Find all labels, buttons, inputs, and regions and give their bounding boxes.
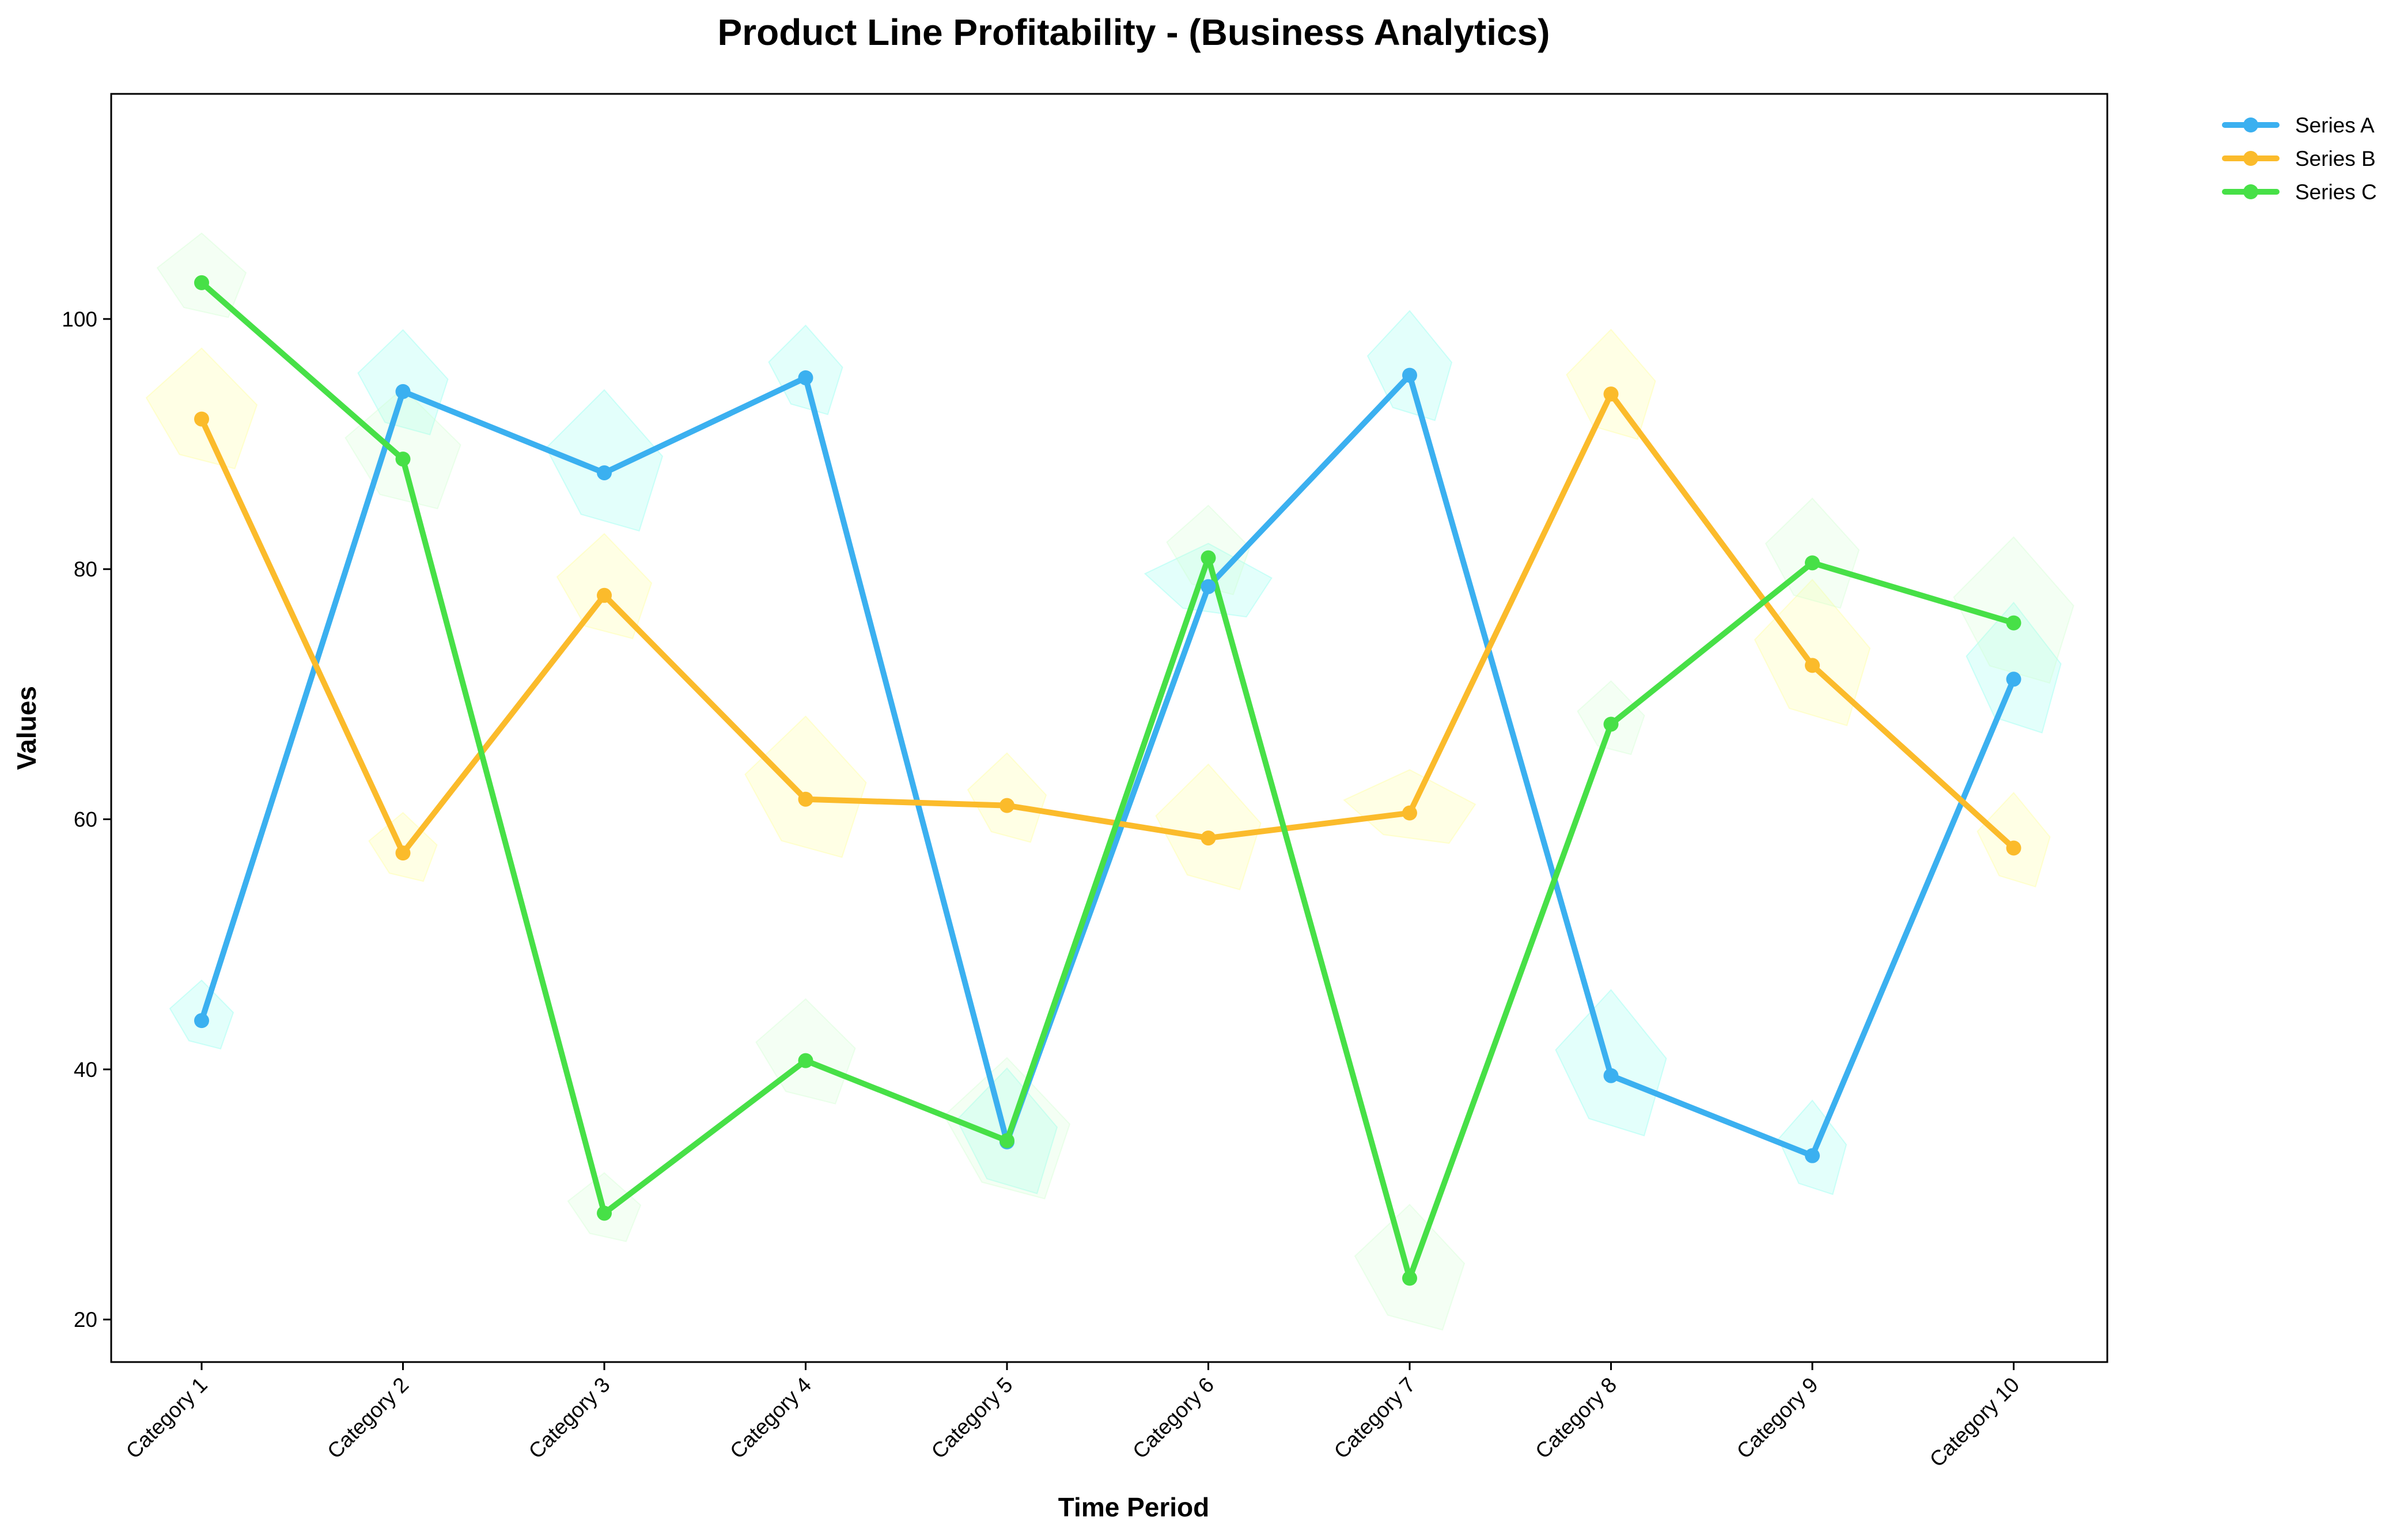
data-point-series-1-4	[798, 370, 813, 385]
variance-band-1-9	[1777, 1099, 1847, 1196]
legend: Series A Series B Series C	[2222, 113, 2377, 204]
data-point-series-3-7	[1402, 1270, 1417, 1286]
data-point-series-2-5	[999, 798, 1014, 813]
data-point-series-1-3	[597, 465, 612, 480]
variance-band-2-3	[556, 533, 653, 639]
y-tick-label-80: 80	[74, 557, 97, 581]
variance-band-3-7	[1354, 1204, 1466, 1331]
y-tick-label-20: 20	[74, 1308, 97, 1332]
variance-band-3-10	[1953, 536, 2074, 684]
series-line-2	[199, 391, 2017, 856]
data-point-series-2-7	[1402, 805, 1417, 821]
data-point-series-3-4	[798, 1053, 813, 1068]
chart-title: Product Line Profitability - (Business A…	[718, 12, 1550, 53]
y-axis: 20 40 60 80 100	[62, 308, 111, 1332]
data-point-series-3-2	[395, 452, 411, 467]
data-point-series-2-10	[2006, 840, 2021, 856]
data-point-series-3-9	[1805, 555, 1820, 571]
data-point-series-1-2	[395, 384, 411, 399]
data-point-series-1-6	[1201, 579, 1216, 594]
variance-band-1-4	[768, 324, 843, 415]
variance-band-1-7	[1366, 310, 1453, 422]
data-point-series-2-9	[1805, 658, 1820, 673]
data-point-series-3-10	[2006, 615, 2021, 631]
legend-marker-1	[2243, 117, 2258, 132]
variance-band-2-5	[967, 752, 1047, 843]
variance-band-1-10	[1966, 601, 2062, 734]
data-point-series-3-6	[1201, 550, 1216, 566]
variance-band-1-2	[357, 329, 449, 435]
data-point-series-1-1	[194, 1013, 209, 1029]
y-tick-label-60: 60	[74, 808, 97, 832]
variance-band-2-6	[1155, 763, 1262, 890]
data-point-series-1-10	[2006, 672, 2021, 687]
legend-label-2: Series B	[2295, 147, 2376, 170]
x-axis-label: Time Period	[1058, 1492, 1209, 1522]
plot-area-frame	[110, 93, 2108, 1363]
legend-label-3: Series C	[2295, 180, 2377, 204]
variance-band-2-1	[145, 347, 258, 469]
data-point-series-1-9	[1805, 1148, 1820, 1163]
y-tick-label-100: 100	[62, 308, 97, 331]
legend-label-1: Series A	[2295, 113, 2375, 137]
data-point-series-2-1	[194, 411, 209, 427]
legend-marker-2	[2243, 151, 2258, 166]
data-point-series-1-7	[1402, 367, 1417, 383]
y-axis-label: Values	[12, 686, 41, 770]
variance-band-2-4	[744, 715, 867, 858]
data-point-series-3-8	[1603, 716, 1619, 732]
series-line-1	[199, 372, 2017, 1159]
data-point-series-2-6	[1201, 830, 1216, 846]
data-point-series-3-1	[194, 275, 209, 290]
variance-band-1-3	[545, 389, 664, 532]
variance-band-1-8	[1555, 989, 1667, 1137]
data-point-series-2-8	[1603, 386, 1619, 402]
data-point-series-2-4	[798, 791, 813, 807]
series-lines	[199, 279, 2017, 1281]
data-point-series-2-2	[395, 845, 411, 861]
data-point-series-1-8	[1603, 1068, 1619, 1083]
variance-band-2-10	[1977, 791, 2051, 887]
variance-band-2-8	[1566, 328, 1656, 440]
data-point-series-2-3	[597, 587, 612, 603]
data-point-series-3-5	[999, 1133, 1014, 1148]
series-markers	[194, 275, 2021, 1286]
data-point-series-3-3	[597, 1205, 612, 1221]
legend-marker-3	[2243, 184, 2258, 199]
series-line-3	[199, 279, 2017, 1281]
variance-band-3-5	[943, 1057, 1071, 1200]
y-tick-label-40: 40	[74, 1058, 97, 1082]
